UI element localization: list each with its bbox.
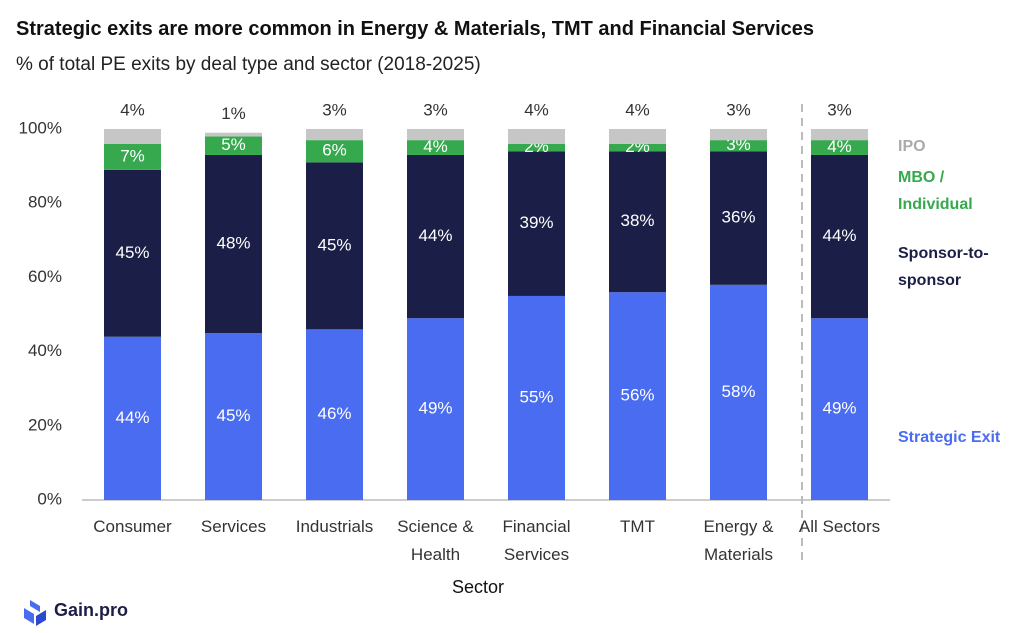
- bar-segment: [609, 129, 666, 144]
- data-label: 1%: [221, 104, 246, 123]
- data-label: 7%: [120, 146, 145, 165]
- y-tick-label: 0%: [37, 489, 62, 508]
- x-tick-label: Industrials: [295, 517, 374, 536]
- bar-segment: [710, 140, 767, 152]
- chart-subtitle: % of total PE exits by deal type and sec…: [16, 54, 481, 75]
- bar-segment: [407, 154, 464, 319]
- data-label: 4%: [120, 100, 145, 119]
- data-label: 38%: [620, 211, 654, 230]
- bar-segment: [508, 143, 565, 152]
- bar-segment: [407, 318, 464, 500]
- bar-segment: [306, 140, 363, 163]
- bar-segment: [710, 151, 767, 285]
- data-label: 49%: [418, 399, 452, 418]
- data-label: 45%: [216, 406, 250, 425]
- bar-segment: [609, 143, 666, 152]
- legend-entry: Strategic Exit: [898, 429, 1001, 446]
- y-tick-label: 20%: [28, 415, 62, 434]
- data-label: 5%: [221, 135, 246, 154]
- x-tick-label: Science & Health: [397, 517, 474, 564]
- logo-icon: [24, 600, 46, 626]
- bar-segment: [508, 129, 565, 144]
- data-label: 56%: [620, 386, 654, 405]
- bar-segment: [609, 292, 666, 500]
- bar-segment: [306, 329, 363, 500]
- data-label: 6%: [322, 141, 347, 160]
- data-label: 3%: [726, 100, 751, 119]
- legend-entry: IPO: [898, 138, 926, 155]
- data-label: 48%: [216, 233, 250, 252]
- bar-segment: [306, 162, 363, 330]
- bar-segment: [811, 129, 868, 141]
- y-tick-label: 60%: [28, 267, 62, 286]
- bar-segment: [407, 129, 464, 141]
- bar-segment: [205, 333, 262, 500]
- data-label: 44%: [418, 226, 452, 245]
- bar-segment: [104, 336, 161, 500]
- data-label: 55%: [519, 387, 553, 406]
- data-label: 4%: [827, 137, 852, 156]
- x-tick-label: TMT: [620, 517, 655, 536]
- data-label: 3%: [322, 100, 347, 119]
- y-tick-label: 40%: [28, 341, 62, 360]
- y-tick-label: 100%: [19, 118, 62, 137]
- data-label: 39%: [519, 213, 553, 232]
- legend-entry: MBO / Individual: [898, 169, 973, 213]
- data-label: 46%: [317, 404, 351, 423]
- data-label: 45%: [317, 235, 351, 254]
- x-tick-label: Consumer: [93, 517, 172, 536]
- bar-segment: [508, 151, 565, 296]
- y-tick-label: 80%: [28, 193, 62, 212]
- bar-segment: [710, 129, 767, 141]
- bar-segment: [811, 140, 868, 155]
- data-label: 44%: [822, 226, 856, 245]
- data-label: 3%: [827, 100, 852, 119]
- bar-segment: [811, 318, 868, 500]
- bar-segment: [205, 154, 262, 334]
- data-label: 44%: [115, 408, 149, 427]
- data-label: 4%: [423, 137, 448, 156]
- bar-segment: [104, 129, 161, 144]
- data-label: 3%: [423, 100, 448, 119]
- bar-segment: [306, 129, 363, 141]
- data-label: 45%: [115, 243, 149, 262]
- bar-segment: [811, 154, 868, 319]
- data-label: 4%: [524, 100, 549, 119]
- bar-segment: [205, 132, 262, 137]
- data-label: 58%: [721, 382, 755, 401]
- x-tick-label: Financial Services: [502, 517, 571, 564]
- chart-title: Strategic exits are more common in Energ…: [16, 18, 815, 40]
- x-tick-label: All Sectors: [798, 517, 881, 536]
- bar-segment: [710, 284, 767, 500]
- bar-segment: [609, 151, 666, 293]
- bar-segment: [104, 169, 161, 337]
- bar-segment: [508, 295, 565, 500]
- data-label: 49%: [822, 399, 856, 418]
- x-axis-label: Sector: [451, 577, 505, 597]
- bar-segment: [205, 136, 262, 155]
- x-tick-label: Energy & Materials: [703, 517, 774, 564]
- legend-entry: Sponsor-to-sponsor: [898, 245, 989, 289]
- source-logo: Gain.pro: [54, 600, 129, 620]
- bar-segment: [407, 140, 464, 155]
- data-label: 4%: [625, 100, 650, 119]
- bar-segment: [104, 143, 161, 170]
- x-tick-label: Services: [200, 517, 267, 536]
- data-label: 36%: [721, 208, 755, 227]
